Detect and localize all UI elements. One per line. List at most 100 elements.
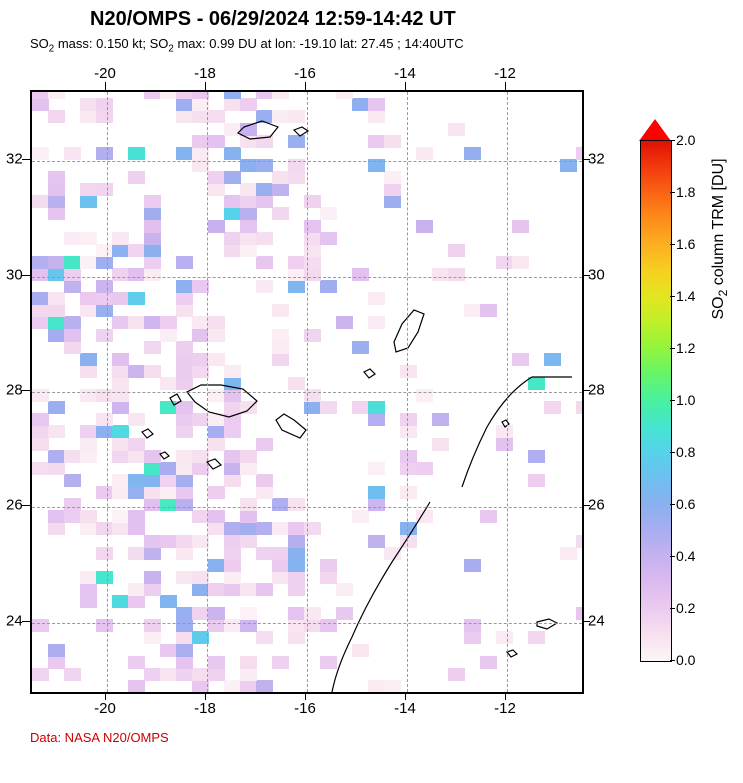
heatmap-cell [224, 207, 241, 220]
colorbar-segment [641, 531, 671, 557]
heatmap-cell [224, 619, 241, 632]
heatmap-cell [240, 98, 257, 111]
heatmap-cell [32, 413, 49, 426]
heatmap-cell [48, 171, 65, 184]
x-tick-label: -18 [194, 700, 216, 717]
heatmap-cell [112, 486, 129, 499]
y-tick-label: 24 [6, 612, 23, 629]
colorbar-tick-label: 0.8 [676, 444, 695, 460]
heatmap-cell [400, 462, 417, 475]
heatmap-cell [32, 292, 49, 305]
heatmap-cell [112, 232, 129, 245]
heatmap-cell [272, 571, 289, 584]
heatmap-cell [64, 510, 81, 523]
heatmap-cell [208, 656, 225, 669]
heatmap-cell [352, 98, 369, 111]
heatmap-cell [208, 183, 225, 196]
grid-line-horizontal [32, 507, 582, 508]
heatmap-cell [464, 631, 481, 644]
y-tick-label: 32 [588, 151, 605, 168]
heatmap-cell [32, 304, 49, 317]
heatmap-cell [80, 571, 97, 584]
heatmap-cell [144, 207, 161, 220]
heatmap-cell [48, 656, 65, 669]
heatmap-cell [64, 450, 81, 463]
heatmap-cell [432, 413, 449, 426]
y-tick-label: 30 [588, 266, 605, 283]
heatmap-cell [144, 268, 161, 281]
heatmap-cell [240, 522, 257, 535]
colorbar-segment [641, 245, 671, 271]
heatmap-cell [336, 90, 353, 99]
heatmap-cell [528, 631, 545, 644]
heatmap-cell [224, 171, 241, 184]
heatmap-cell [272, 329, 289, 342]
heatmap-cell [160, 535, 177, 548]
heatmap-cell [496, 631, 513, 644]
heatmap-cell [256, 135, 273, 148]
heatmap-cell [368, 292, 385, 305]
x-tick-label: -18 [194, 65, 216, 82]
colorbar-tick-mark [670, 244, 675, 245]
heatmap-cell [144, 498, 161, 511]
heatmap-cell [400, 522, 417, 535]
heatmap-cell [224, 571, 241, 584]
heatmap-cell [112, 316, 129, 329]
heatmap-cell [96, 619, 113, 632]
heatmap-cell [128, 486, 145, 499]
heatmap-cell [176, 256, 193, 269]
heatmap-cell [48, 450, 65, 463]
x-tick-label: -14 [394, 700, 416, 717]
heatmap-cell [320, 401, 337, 414]
heatmap-cell [448, 244, 465, 257]
heatmap-cell [176, 304, 193, 317]
heatmap-cell [176, 498, 193, 511]
heatmap-cell [160, 595, 177, 608]
colorbar: 0.00.20.40.60.81.01.21.41.61.82.0 [640, 120, 670, 660]
colorbar-segment [641, 401, 671, 427]
heatmap-cell [64, 316, 81, 329]
heatmap-cell [240, 498, 257, 511]
y-tick-mark [22, 159, 30, 160]
heatmap-cell [576, 535, 584, 548]
heatmap-cell [240, 183, 257, 196]
heatmap-cell [256, 522, 273, 535]
heatmap-cell [256, 232, 273, 245]
heatmap-cell [336, 583, 353, 596]
heatmap-cell [32, 268, 49, 281]
heatmap-cell [96, 571, 113, 584]
heatmap-cell [32, 619, 49, 632]
heatmap-cell [128, 244, 145, 257]
heatmap-cell [368, 413, 385, 426]
heatmap-cell [96, 522, 113, 535]
heatmap-cell [240, 619, 257, 632]
heatmap-cell [176, 341, 193, 354]
heatmap-cell [320, 619, 337, 632]
heatmap-cell [240, 583, 257, 596]
heatmap-cell [224, 98, 241, 111]
heatmap-cell [208, 522, 225, 535]
heatmap-cell [128, 547, 145, 560]
heatmap-cell [576, 607, 584, 620]
heatmap-cell [128, 438, 145, 451]
heatmap-cell [464, 147, 481, 160]
heatmap-cell [208, 413, 225, 426]
heatmap-cell [272, 90, 289, 99]
heatmap-cell [256, 486, 273, 499]
heatmap-cell [144, 341, 161, 354]
colorbar-segment [641, 219, 671, 245]
heatmap-cell [96, 413, 113, 426]
y-tick-label: 30 [6, 266, 23, 283]
heatmap-cell [160, 329, 177, 342]
heatmap-cell [576, 401, 584, 414]
heatmap-cell [352, 268, 369, 281]
heatmap-cell [464, 559, 481, 572]
heatmap-cell [224, 244, 241, 257]
heatmap-cell [48, 425, 65, 438]
heatmap-cell [176, 462, 193, 475]
heatmap-cell [432, 438, 449, 451]
heatmap-cell [400, 365, 417, 378]
heatmap-cell [224, 450, 241, 463]
y-tick-mark [582, 621, 590, 622]
x-tick-mark [205, 692, 206, 700]
